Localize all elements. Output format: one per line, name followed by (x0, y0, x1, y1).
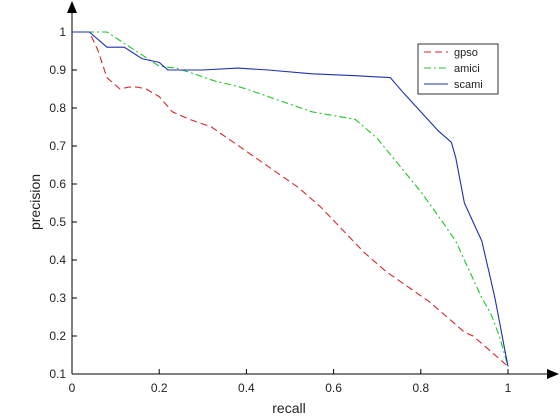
ticks: 0 0.2 0.4 0.6 0.8 1 0.1 0.2 0.3 0.4 0.5 0.6 0.7 0.8 0.… (49, 25, 511, 395)
x-axis-label: recall (272, 400, 305, 416)
y-axis-label: precision (27, 174, 43, 230)
series-line-scami (72, 31, 509, 367)
y-tick-label: 0.9 (49, 63, 66, 77)
y-tick-label: 0.5 (49, 215, 66, 229)
x-tick-label: 0.2 (151, 381, 168, 395)
x-tick-label: 0.4 (238, 381, 255, 395)
legend: gpso amici scami (417, 43, 499, 95)
x-tick-label: 0.8 (412, 381, 429, 395)
series-line-amici (72, 31, 509, 367)
y-tick-label: 1 (59, 25, 66, 39)
y-tick-label: 0.7 (49, 139, 66, 153)
series-lines (72, 31, 509, 367)
x-tick-label: 0 (69, 381, 76, 395)
y-tick-label: 0.3 (49, 291, 66, 305)
legend-label-scami: scami (454, 79, 483, 91)
legend-label-gpso: gpso (454, 47, 478, 59)
x-tick-label: 0.6 (325, 381, 342, 395)
legend-box (417, 43, 499, 95)
y-tick-label: 0.1 (49, 367, 66, 381)
y-tick-label: 0.4 (49, 253, 66, 267)
y-tick-label: 0.8 (49, 101, 66, 115)
series-line-gpso (72, 31, 509, 367)
y-tick-label: 0.2 (49, 329, 66, 343)
y-tick-label: 0.6 (49, 177, 66, 191)
x-tick-label: 1 (505, 381, 512, 395)
legend-label-amici: amici (454, 63, 480, 75)
axes (67, 1, 559, 379)
